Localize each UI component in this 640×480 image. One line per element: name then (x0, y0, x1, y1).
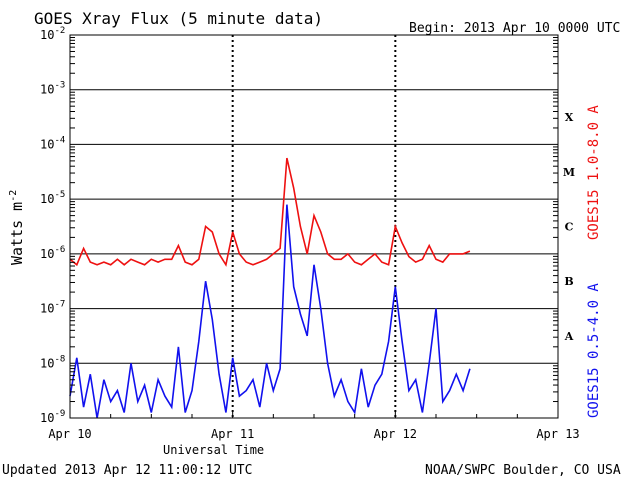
flare-class-label: B (564, 275, 573, 288)
x-tick-label: Apr 12 (374, 427, 417, 441)
svg-text:Watts m-2: Watts m-2 (8, 190, 26, 265)
flare-class-label: C (565, 221, 574, 234)
credit-text: NOAA/SWPC Boulder, CO USA (425, 463, 621, 478)
series-lines (69, 157, 471, 419)
legend-short: GOES15 0.5-4.0 A (586, 283, 602, 418)
y-axis-label: Watts m-2 (8, 190, 26, 265)
y-tick-label: 10-3 (40, 81, 65, 97)
y-tick-label: 10-9 (40, 409, 65, 425)
y-tick-label: 10-5 (40, 190, 65, 206)
begin-time: Begin: 2013 Apr 10 0000 UTC (409, 21, 620, 36)
legend-short-text: GOES15 0.5-4.0 A (586, 283, 602, 418)
y-tick-label: 10-2 (40, 26, 65, 42)
y-tick-label: 10-6 (40, 245, 65, 261)
plot-frame (69, 34, 559, 419)
legend-long-text: GOES15 1.0-8.0 A (586, 105, 602, 240)
flare-class-labels: A B C M X (563, 111, 575, 343)
y-tick-labels: 10-9 10-8 10-7 10-6 10-5 10-4 10-3 10-2 (40, 26, 65, 425)
y-tick-label: 10-4 (40, 135, 65, 151)
y-tick-label: 10-7 (40, 300, 65, 316)
flare-class-label: X (565, 111, 574, 124)
x-tick-label: Apr 11 (211, 427, 254, 441)
x-tick-label: Apr 13 (536, 427, 579, 441)
series-line-long (69, 157, 471, 267)
grid-lines (70, 35, 558, 418)
x-tick-labels: Apr 10 Apr 11 Apr 12 Apr 13 (48, 427, 579, 441)
updated-timestamp: Updated 2013 Apr 12 11:00:12 UTC (2, 463, 252, 478)
y-axis-label-exponent: -2 (8, 190, 19, 202)
x-axis-label: Universal Time (163, 443, 264, 457)
flare-class-label: M (563, 166, 575, 179)
y-axis-label-text: Watts m (8, 202, 26, 265)
legend-long: GOES15 1.0-8.0 A (586, 105, 602, 240)
chart-title: GOES Xray Flux (5 minute data) (34, 9, 323, 28)
series-line-short (69, 204, 471, 419)
plot-border (69, 34, 559, 419)
flare-class-label: A (564, 330, 574, 343)
x-tick-label: Apr 10 (48, 427, 91, 441)
y-tick-label: 10-8 (40, 354, 65, 370)
